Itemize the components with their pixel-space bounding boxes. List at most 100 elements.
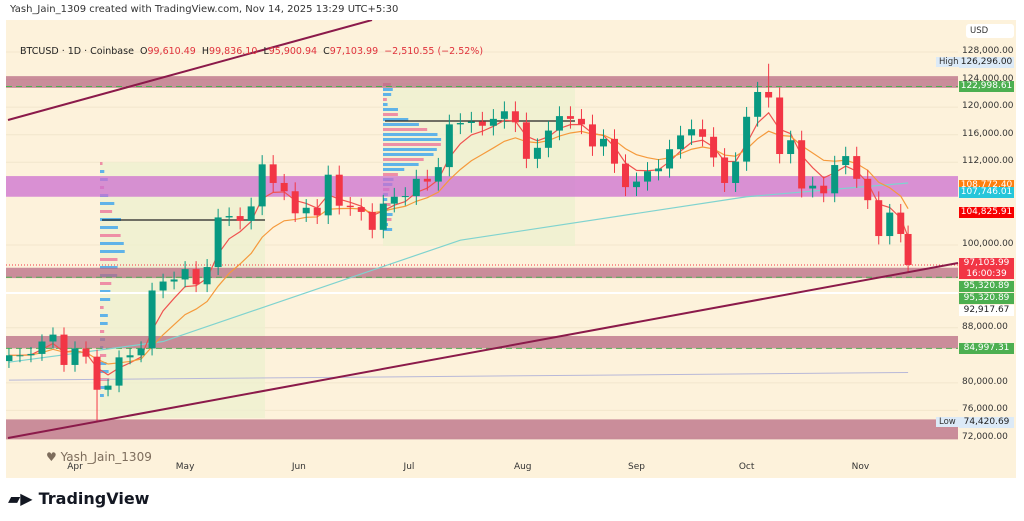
candle-body (457, 123, 464, 124)
price-label-text: 107,746.01 (959, 187, 1014, 198)
author-watermark: ♥ Yash_Jain_1309 (46, 450, 152, 464)
candle-body (501, 111, 508, 119)
candle-body (556, 116, 563, 130)
candle-body (798, 140, 805, 188)
candle-body (160, 282, 167, 291)
candle-body (545, 131, 552, 148)
candle-body (633, 182, 640, 188)
price-tick-label: 112,000.00 (962, 156, 1014, 166)
high-label: H (202, 46, 209, 57)
candle-body (534, 148, 541, 159)
date-tick-label: May (176, 462, 195, 472)
candle-body (875, 200, 882, 236)
candle-body (215, 217, 222, 267)
symbol-info[interactable]: BTCUSD · 1D · Coinbase (20, 46, 134, 57)
price-label: 107,746.01 (959, 187, 1014, 198)
candle-body (842, 156, 849, 165)
candle-body (622, 164, 629, 187)
volume-profile-bar (383, 103, 388, 106)
volume-profile-bar (383, 138, 441, 141)
candle-body (787, 140, 794, 154)
candle-body (226, 216, 233, 217)
candle-body (83, 348, 90, 356)
candle-body (369, 212, 376, 230)
candle-body (490, 119, 497, 126)
volume-profile-bar (383, 163, 419, 166)
candle-body (325, 175, 332, 216)
date-tick-label: Nov (852, 462, 870, 472)
candle-body (589, 124, 596, 146)
candle-body (666, 149, 673, 168)
candle-body (743, 117, 750, 162)
candle-body (721, 157, 728, 183)
volume-profile-bar (383, 98, 387, 101)
currency-selector[interactable]: USD (966, 24, 1014, 38)
price-tick-label: 128,000.00 (962, 46, 1014, 56)
price-tick-label: 100,000.00 (962, 239, 1014, 249)
candle-body (16, 355, 23, 356)
open-value: 99,610.49 (147, 46, 195, 57)
price-label-text: 97,103.99 (959, 258, 1014, 269)
volume-profile-bar (383, 173, 398, 176)
brand-name: TradingView (39, 489, 150, 508)
candle-body (688, 129, 695, 135)
volume-profile-bar (383, 93, 391, 96)
tradingview-logo[interactable]: ▰▶ TradingView (8, 489, 149, 508)
high-tag: High (936, 57, 962, 67)
close-label: C (323, 46, 330, 57)
price-label-text: 74,420.69 (959, 417, 1014, 428)
candle-body (765, 92, 772, 98)
volume-profile-bar (100, 258, 117, 261)
candle-body (710, 137, 717, 158)
volume-profile-bar (100, 330, 104, 333)
candle-body (523, 122, 530, 159)
candle-body (897, 213, 904, 234)
supply-demand-zone (6, 419, 958, 439)
price-chart[interactable] (6, 20, 1016, 478)
price-tick-label: 76,000.00 (962, 404, 1008, 414)
candle-body (820, 186, 827, 194)
date-tick-label: Jul (404, 462, 415, 472)
volume-profile-bar (383, 133, 437, 136)
candle-body (347, 206, 354, 207)
chart-frame[interactable]: BTCUSD · 1D · Coinbase O99,610.49 H99,83… (6, 20, 1016, 478)
candle-body (380, 204, 387, 230)
candle-body (60, 335, 67, 365)
volume-profile-bar (100, 210, 112, 213)
candle-body (611, 139, 618, 164)
price-label: 92,917.67 (959, 305, 1014, 316)
candle-body (270, 164, 277, 183)
close-value: 97,103.99 (330, 46, 378, 57)
price-label-text: 126,296.00 (959, 57, 1014, 68)
candle-body (105, 386, 112, 390)
price-label-text: 122,998.61 (959, 81, 1014, 92)
candle-body (49, 335, 56, 342)
date-tick-label: Aug (514, 462, 532, 472)
candle-body (248, 206, 255, 220)
candle-body (655, 168, 662, 171)
volume-profile-bar (100, 226, 118, 229)
candle-body (644, 171, 651, 181)
price-label-text: 84,997.31 (959, 343, 1014, 354)
candle-body (116, 357, 123, 385)
price-label: 126,296.00 (959, 57, 1014, 68)
volume-profile-bar (100, 314, 108, 317)
price-label-text: 92,917.67 (959, 305, 1014, 316)
candle-body (149, 290, 156, 348)
candle-body (435, 167, 442, 181)
candle-body (138, 348, 145, 355)
price-label: 122,998.61 (959, 81, 1014, 92)
candle-body (468, 122, 475, 123)
low-tag: Low (936, 417, 959, 427)
candle-body (578, 119, 585, 125)
volume-profile-bar (100, 282, 111, 285)
candle-body (237, 216, 244, 221)
candle-body (809, 186, 816, 189)
candle-body (336, 175, 343, 206)
volume-profile-bar (383, 88, 393, 91)
candle-body (600, 139, 607, 147)
date-tick-label: Jun (292, 462, 306, 472)
price-label: 84,997.31 (959, 343, 1014, 354)
candle-body (424, 179, 431, 182)
volume-profile-bar (100, 202, 114, 205)
